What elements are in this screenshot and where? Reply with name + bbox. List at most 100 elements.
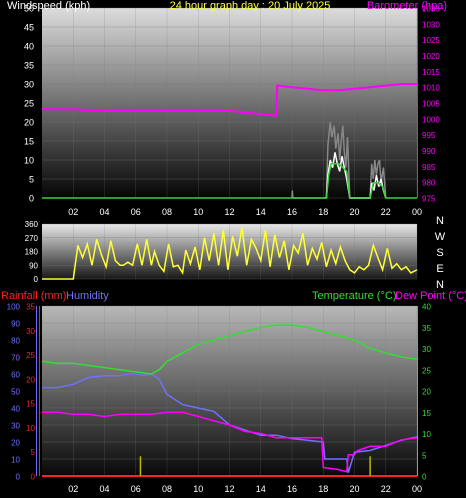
humidity-tick-label: 90: [11, 320, 20, 329]
wind-tick-label: 30: [24, 80, 34, 90]
temperature-x-tick-label: 20: [349, 484, 359, 494]
temperature-tick-label: 20: [422, 388, 431, 397]
compass-north-bottom: N: [436, 279, 444, 291]
wind-tick-label: 40: [24, 42, 34, 52]
humidity-tick-label: 50: [11, 388, 20, 397]
temperature-tick-label: 5: [422, 451, 427, 460]
rainfall-tick-label: 25: [26, 351, 35, 360]
temperature-tick-label: 0: [422, 473, 427, 482]
wind-tick-label: 10: [24, 156, 34, 166]
temperature-series: [41, 324, 418, 477]
humidity-tick-label: 70: [11, 354, 20, 363]
wind-x-tick-label: 00: [412, 207, 422, 217]
temperature-x-tick-label: 22: [381, 484, 391, 494]
barometer-tick-label: 990: [422, 147, 436, 156]
temperature-x-tick-label: 08: [162, 484, 172, 494]
humidity-tick-label: 100: [7, 303, 21, 312]
wind-tick-label: 5: [29, 175, 34, 185]
wind-x-tick-label: 08: [162, 207, 172, 217]
wind-grid: [42, 7, 418, 199]
temperature-x-tick-label: 18: [318, 484, 328, 494]
humidity-tick-label: 40: [11, 405, 20, 414]
wind-title: Windspeed (kph): [7, 0, 90, 12]
humidity-title: Humidity: [66, 290, 109, 302]
humidity-tick-label: 10: [11, 456, 20, 465]
humidity-tick-label: 0: [16, 473, 21, 482]
humidity-tick-label: 20: [11, 439, 20, 448]
gust-series: [291, 121, 387, 199]
rainfall-tick-label: 10: [26, 424, 35, 433]
direction-grid: [42, 223, 418, 280]
wind-x-tick-label: 18: [318, 207, 328, 217]
compass-west: W: [435, 231, 446, 243]
rainfall-tick-label: 30: [26, 327, 35, 336]
wind-x-tick-label: 16: [287, 207, 297, 217]
wind-x-tick-label: 04: [99, 207, 109, 217]
wind-x-tick-label: 10: [193, 207, 203, 217]
wind-x-tick-label: 14: [256, 207, 266, 217]
direction-series: [42, 226, 418, 280]
wind-tick-label: 0: [29, 194, 34, 204]
barometer-series: [42, 83, 417, 117]
wind-x-tick-label: 20: [349, 207, 359, 217]
rainfall-tick-label: 35: [26, 303, 35, 312]
temperature-tick-label: 15: [422, 409, 431, 418]
wind-series: [325, 152, 387, 199]
direction-series: [42, 226, 418, 280]
temperature-x-tick-label: 10: [193, 484, 203, 494]
rainfall-tick-label: 0: [31, 473, 36, 482]
temperature-series: [41, 324, 418, 375]
wind-tick-label: 15: [24, 137, 34, 147]
temperature-x-tick-label: 06: [131, 484, 141, 494]
wind-series: [42, 83, 417, 199]
barometer-tick-label: 1025: [422, 36, 440, 45]
wind-tick-label: 20: [24, 118, 34, 128]
direction-tick-label: 0: [34, 275, 39, 284]
dewpoint-title: Dew Point (°C): [395, 290, 466, 302]
compass-east: E: [436, 263, 443, 275]
barometer-tick-label: 1000: [422, 115, 440, 124]
humidity-tick-label: 30: [11, 422, 20, 431]
barometer-tick-label: 1010: [422, 84, 440, 93]
direction-tick-label: 360: [25, 220, 39, 229]
temperature-tick-label: 30: [422, 345, 431, 354]
barometer-tick-label: 985: [422, 163, 436, 172]
temperature-x-tick-label: 16: [287, 484, 297, 494]
barometer-tick-label: 1020: [422, 52, 440, 61]
barometer-tick-label: 1015: [422, 68, 440, 77]
wind-tick-label: 50: [24, 4, 34, 14]
axis-ticks: 0510152025303540455097598098599099510001…: [7, 4, 441, 495]
direction-tick-label: 90: [29, 261, 38, 270]
temperature-x-tick-label: 04: [99, 484, 109, 494]
humidity-tick-label: 80: [11, 337, 20, 346]
wind-average-series: [42, 163, 417, 199]
rainfall-title: Rainfall (mm): [1, 290, 66, 302]
temperature-tick-label: 40: [422, 303, 431, 312]
direction-tick-label: 180: [25, 248, 39, 257]
barometer-tick-label: 1005: [422, 100, 440, 109]
dewpoint-series: [42, 411, 418, 473]
graph-title: 24 hour graph day : 20 July 2025: [170, 0, 331, 12]
barometer-title: Barometer (hpa): [367, 0, 447, 12]
barometer-tick-label: 995: [422, 131, 436, 140]
humidity-tick-label: 60: [11, 371, 20, 380]
temperature-tick-label: 25: [422, 366, 431, 375]
barometer-tick-label: 1035: [422, 5, 440, 14]
wind-x-tick-label: 12: [224, 207, 234, 217]
temperature-tick-label: 10: [422, 430, 431, 439]
barometer-tick-label: 1030: [422, 20, 440, 29]
wind-x-tick-label: 02: [68, 207, 78, 217]
temperature-title: Temperature (°C): [312, 290, 396, 302]
rainfall-tick-label: 5: [31, 448, 36, 457]
temperature-x-tick-label: 02: [68, 484, 78, 494]
wind-x-tick-label: 06: [131, 207, 141, 217]
temperature-tick-label: 35: [422, 324, 431, 333]
rainfall-tick-label: 15: [26, 400, 35, 409]
wind-tick-label: 45: [24, 23, 34, 33]
temperature-x-tick-label: 12: [224, 484, 234, 494]
compass-north-top: N: [436, 215, 444, 227]
temperature-x-tick-label: 00: [412, 484, 422, 494]
direction-tick-label: 270: [25, 234, 39, 243]
wind-tick-label: 25: [24, 99, 34, 109]
